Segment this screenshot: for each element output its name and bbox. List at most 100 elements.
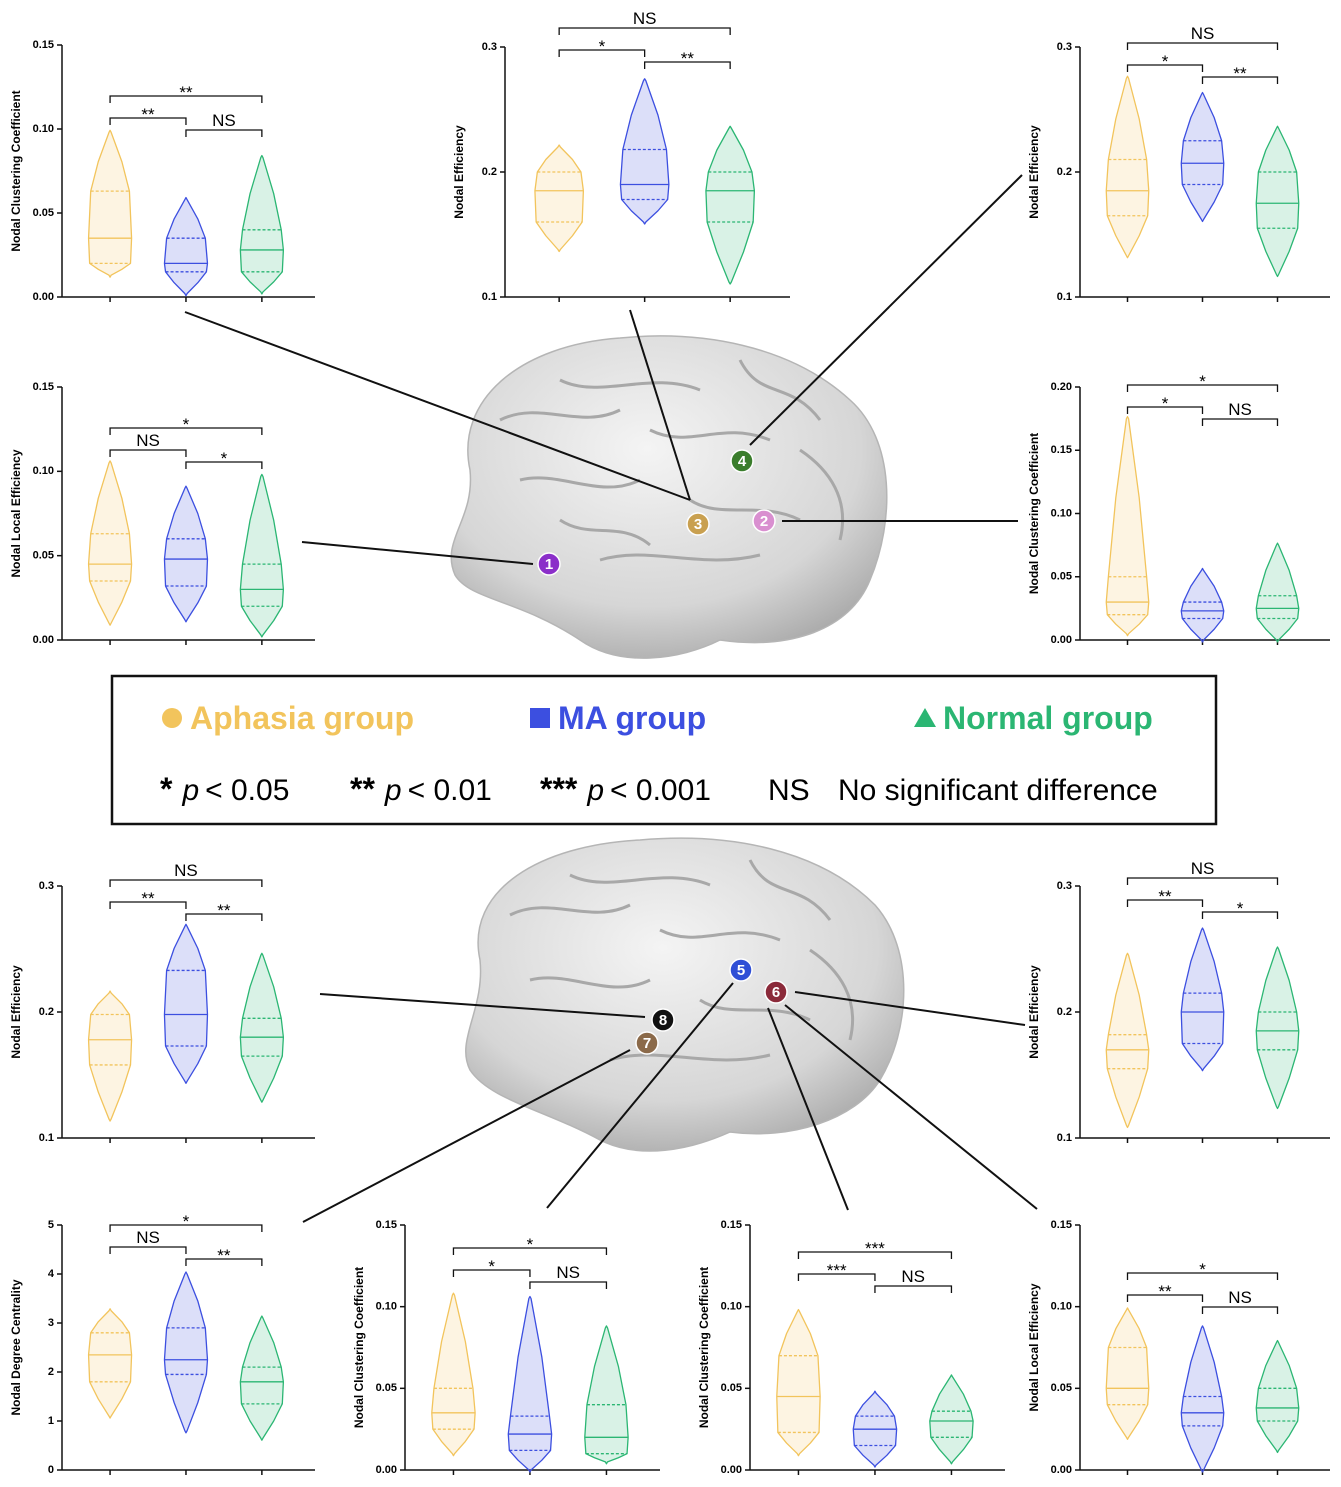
- violin: [1181, 568, 1224, 642]
- sig-label: *: [1199, 1260, 1206, 1279]
- violin: [89, 1309, 132, 1418]
- violin: [620, 79, 668, 224]
- leader-line: [750, 175, 1022, 445]
- key-part: < 0.05: [205, 774, 289, 807]
- y-axis-label: Nodal Local Efficiency: [1027, 1283, 1041, 1411]
- violin: [1106, 417, 1149, 636]
- brain-top: [451, 336, 887, 658]
- sig-label: **: [1158, 887, 1172, 906]
- key-part: *: [160, 771, 173, 807]
- sig-label: **: [217, 901, 231, 920]
- y-axis-label: Nodal Clustering Coefficient: [352, 1267, 366, 1428]
- y-tick-label: 0.2: [482, 166, 497, 178]
- legend-label: Aphasia group: [190, 700, 414, 736]
- violin: [432, 1293, 475, 1455]
- sig-label: *: [488, 1257, 495, 1276]
- y-axis-label: Nodal Efficiency: [1027, 125, 1041, 219]
- y-tick-label: 0.00: [376, 1464, 397, 1476]
- violin: [1106, 953, 1149, 1127]
- violin: [164, 198, 207, 296]
- y-tick-label: 0.20: [1051, 381, 1072, 393]
- sig-label: **: [179, 83, 193, 102]
- violin: [1256, 543, 1299, 642]
- violin: [1106, 76, 1149, 258]
- y-tick-label: 0.10: [376, 1301, 397, 1313]
- sig-label: NS: [136, 1228, 160, 1247]
- sig-label: *: [183, 415, 190, 434]
- y-tick-label: 0.00: [1051, 1464, 1072, 1476]
- region-label: 5: [737, 962, 745, 979]
- sig-bracket: [530, 1282, 607, 1289]
- violin: [1106, 1308, 1149, 1439]
- violin: [508, 1297, 551, 1473]
- sig-label: NS: [1228, 400, 1252, 419]
- y-axis-label: Nodal Degree Centrality: [9, 1279, 23, 1415]
- violin: [585, 1326, 628, 1464]
- y-tick-label: 0.10: [33, 465, 54, 477]
- violin: [1181, 1326, 1224, 1472]
- violin: [1256, 1341, 1299, 1453]
- key-part: p: [384, 774, 402, 807]
- key-part: **: [350, 771, 375, 807]
- sig-label: *: [1199, 372, 1206, 391]
- region-label: 4: [738, 453, 747, 470]
- violin: [706, 126, 754, 284]
- violin: [1256, 126, 1299, 276]
- ns-symbol: NS: [768, 774, 810, 807]
- sig-label: **: [681, 49, 695, 68]
- legend-swatch: [162, 708, 182, 728]
- y-tick-label: 0.15: [1051, 444, 1072, 456]
- region-label: 7: [643, 1035, 651, 1052]
- leader-line: [303, 1050, 630, 1222]
- sig-label: *: [1162, 394, 1169, 413]
- region-label: 3: [694, 516, 702, 533]
- sig-label: *: [221, 449, 228, 468]
- y-tick-label: 0.00: [1051, 634, 1072, 646]
- sig-label: NS: [901, 1267, 925, 1286]
- y-axis-label: Nodal Clustering Coefficient: [9, 90, 23, 251]
- sig-label: NS: [556, 1263, 580, 1282]
- y-axis-label: Nodal Efficiency: [9, 965, 23, 1059]
- y-axis-label: Nodal Local Efficiency: [9, 449, 23, 577]
- violin-panel: 0.000.050.100.15Nodal Local EfficiencyNS…: [9, 381, 315, 646]
- y-tick-label: 0.15: [33, 381, 54, 393]
- brain-bottom: [466, 838, 904, 1151]
- legend-label: MA group: [558, 700, 706, 736]
- legend-key: **p< 0.01: [350, 771, 492, 807]
- sig-label: NS: [1228, 1288, 1252, 1307]
- y-tick-label: 0.10: [1051, 1301, 1072, 1313]
- sig-label: *: [1162, 52, 1169, 71]
- y-tick-label: 0.3: [39, 880, 54, 892]
- y-axis-label: Nodal Clustering Coefficient: [697, 1267, 711, 1428]
- violin: [164, 486, 207, 622]
- y-tick-label: 3: [48, 1317, 54, 1329]
- violin: [164, 924, 207, 1083]
- violin: [1181, 93, 1224, 222]
- violin-panel: 0.10.20.3Nodal Efficiency***NS: [452, 9, 790, 303]
- sig-bracket: [110, 450, 186, 457]
- y-axis-label: Nodal Efficiency: [452, 125, 466, 219]
- violin: [777, 1310, 820, 1456]
- sig-label: NS: [136, 431, 160, 450]
- violin: [240, 156, 283, 294]
- y-tick-label: 0.10: [721, 1301, 742, 1313]
- y-tick-label: 0.10: [1051, 507, 1072, 519]
- violin-panel: 0.000.050.100.150.20Nodal Clustering Coe…: [1027, 372, 1330, 646]
- y-tick-label: 0.05: [33, 550, 54, 562]
- region-label: 8: [659, 1012, 667, 1029]
- key-part: < 0.001: [610, 774, 711, 807]
- violin-panel: 0.000.050.100.15Nodal Clustering Coeffic…: [9, 39, 315, 303]
- y-tick-label: 0.05: [33, 207, 54, 219]
- violin-panel: 012345Nodal Degree CentralityNS***: [9, 1212, 315, 1476]
- figure: Aphasia groupMA groupNormal group*p< 0.0…: [0, 0, 1341, 1482]
- y-tick-label: 0.1: [1057, 291, 1072, 303]
- violin: [164, 1272, 207, 1433]
- violin: [1181, 928, 1224, 1071]
- y-tick-label: 0.15: [1051, 1219, 1072, 1231]
- sig-label: *: [599, 37, 606, 56]
- key-part: p: [586, 774, 604, 807]
- violin-panel: 0.10.20.3Nodal Efficiency****NS: [9, 861, 315, 1144]
- violin: [240, 953, 283, 1102]
- sig-label: NS: [1191, 24, 1215, 43]
